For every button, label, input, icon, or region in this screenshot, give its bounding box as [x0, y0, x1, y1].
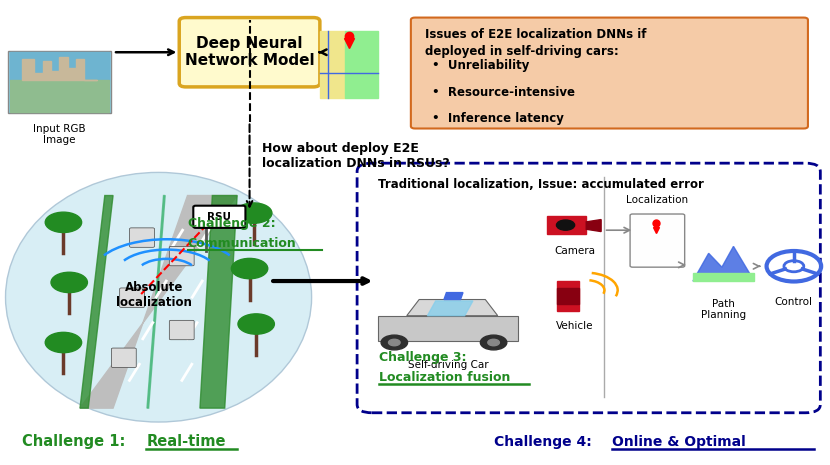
Text: Issues of E2E localization DNNs if
deployed in self-driving cars:: Issues of E2E localization DNNs if deplo… — [425, 28, 647, 58]
Text: Path
Planning: Path Planning — [701, 299, 746, 320]
Text: Camera: Camera — [554, 246, 595, 256]
Circle shape — [556, 220, 574, 230]
Text: Communication: Communication — [188, 237, 296, 250]
Text: Vehicle: Vehicle — [556, 321, 593, 331]
Polygon shape — [22, 57, 96, 80]
Circle shape — [236, 203, 272, 223]
Polygon shape — [147, 195, 165, 408]
Text: Challenge 2:: Challenge 2: — [188, 217, 275, 230]
Text: Absolute
localization: Absolute localization — [116, 281, 193, 309]
Circle shape — [51, 272, 87, 292]
Polygon shape — [407, 299, 498, 316]
Polygon shape — [10, 80, 109, 113]
Polygon shape — [200, 195, 237, 408]
Circle shape — [381, 335, 408, 350]
Circle shape — [238, 314, 275, 334]
Polygon shape — [80, 195, 113, 408]
Text: Challenge 4:: Challenge 4: — [494, 435, 596, 449]
Text: •  Unreliability: • Unreliability — [432, 59, 529, 72]
FancyBboxPatch shape — [120, 288, 144, 307]
Text: Online & Optimal: Online & Optimal — [612, 435, 745, 449]
FancyBboxPatch shape — [630, 214, 685, 267]
Text: •  Resource-intensive: • Resource-intensive — [432, 86, 574, 99]
Text: RSU: RSU — [208, 212, 232, 222]
Text: Challenge 1:: Challenge 1: — [22, 434, 130, 449]
FancyBboxPatch shape — [169, 246, 194, 266]
Polygon shape — [557, 281, 579, 311]
Polygon shape — [693, 273, 754, 281]
Circle shape — [388, 339, 400, 346]
Polygon shape — [378, 316, 519, 341]
Circle shape — [488, 339, 500, 346]
Text: Deep Neural
Network Model: Deep Neural Network Model — [185, 36, 315, 68]
Text: Input RGB
Image: Input RGB Image — [33, 124, 85, 146]
Text: How about deploy E2E
localization DNNs in RSUs?: How about deploy E2E localization DNNs i… — [262, 142, 450, 170]
Polygon shape — [586, 219, 601, 232]
Text: •  Inference latency: • Inference latency — [432, 112, 564, 125]
Polygon shape — [557, 288, 579, 304]
Circle shape — [45, 212, 81, 232]
Circle shape — [45, 332, 81, 352]
Polygon shape — [427, 301, 473, 316]
Circle shape — [481, 335, 507, 350]
FancyBboxPatch shape — [193, 206, 246, 228]
Polygon shape — [547, 216, 586, 234]
Text: Traditional localization, Issue: accumulated error: Traditional localization, Issue: accumul… — [378, 178, 704, 191]
FancyBboxPatch shape — [8, 51, 110, 113]
Polygon shape — [320, 32, 344, 99]
Ellipse shape — [6, 173, 311, 422]
Polygon shape — [444, 292, 463, 299]
Text: Self-driving Car: Self-driving Car — [408, 359, 488, 370]
FancyBboxPatch shape — [411, 18, 808, 128]
Polygon shape — [80, 195, 237, 408]
FancyBboxPatch shape — [111, 348, 136, 367]
Text: Localization fusion: Localization fusion — [378, 371, 510, 384]
FancyBboxPatch shape — [129, 228, 154, 247]
Circle shape — [232, 259, 268, 279]
Text: Real-time: Real-time — [146, 434, 226, 449]
Text: Control: Control — [775, 297, 813, 307]
Polygon shape — [693, 246, 754, 281]
FancyBboxPatch shape — [179, 18, 320, 87]
Polygon shape — [344, 32, 378, 99]
Text: Localization: Localization — [627, 195, 688, 205]
Polygon shape — [10, 52, 109, 80]
Text: Challenge 3:: Challenge 3: — [378, 351, 466, 364]
FancyBboxPatch shape — [169, 320, 194, 340]
